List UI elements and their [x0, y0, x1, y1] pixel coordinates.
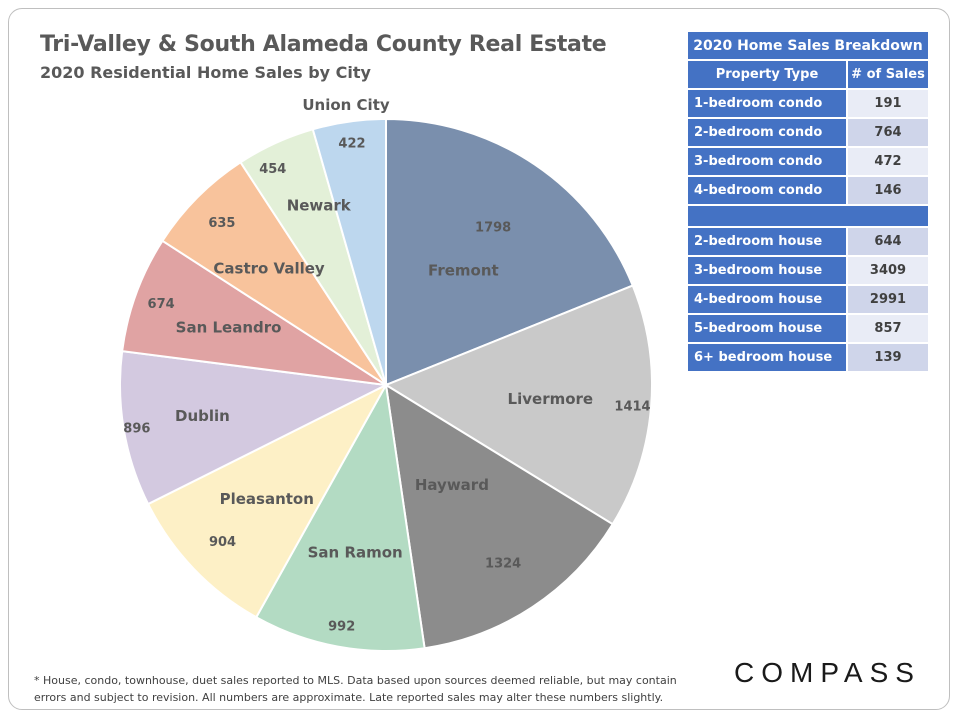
pie-labels: Fremont 1798 Livermore 1414 Hayward 1324 San R… — [123, 96, 650, 635]
sales-count: 472 — [846, 148, 928, 175]
property-type: 4-bedroom condo — [688, 177, 846, 204]
table-row: 3-bedroom house 3409 — [688, 257, 928, 284]
footnote-line: * House, condo, townhouse, duet sales re… — [34, 674, 677, 687]
slice-value: 635 — [208, 216, 235, 231]
table-row: 5-bedroom house 857 — [688, 315, 928, 342]
pie-slice-dublin — [119, 350, 390, 506]
pie-slices — [119, 117, 653, 652]
slice-value: 904 — [209, 535, 236, 550]
property-type: 3-bedroom house — [688, 257, 846, 284]
pie-slice-san-leandro — [121, 239, 387, 386]
pie-slice-pleasanton — [146, 382, 389, 619]
pie-slice-livermore — [383, 284, 653, 526]
pie-slice-hayward — [384, 383, 615, 650]
footnote: * House, condo, townhouse, duet sales re… — [34, 672, 714, 706]
table-row: 6+ bedroom house 139 — [688, 344, 928, 371]
property-type: 6+ bedroom house — [688, 344, 846, 371]
table-row: 2-bedroom house 644 — [688, 228, 928, 255]
breakdown-title: 2020 Home Sales Breakdown — [688, 32, 928, 59]
footnote-line: errors and subject to revision. All numb… — [34, 691, 664, 704]
property-type: 5-bedroom house — [688, 315, 846, 342]
sales-count: 139 — [846, 344, 928, 371]
slice-value: 896 — [123, 421, 150, 436]
property-type: 4-bedroom house — [688, 286, 846, 313]
sales-count: 191 — [846, 90, 928, 117]
sales-count: 3409 — [846, 257, 928, 284]
slice-label: Newark — [287, 197, 352, 215]
slice-value: 422 — [338, 137, 365, 152]
slice-value: 1324 — [485, 557, 521, 572]
pie-slice-fremont — [385, 117, 635, 387]
sales-count: 2991 — [846, 286, 928, 313]
sales-count: 146 — [846, 177, 928, 204]
pie-slice-san-ramon — [254, 381, 426, 652]
table-separator — [688, 206, 928, 226]
table-row: 4-bedroom condo 146 — [688, 177, 928, 204]
slice-value: 1414 — [614, 400, 650, 415]
pie-slice-union-city — [311, 117, 387, 386]
slice-label: Castro Valley — [213, 260, 325, 278]
slice-value: 674 — [148, 297, 175, 312]
column-header-sales: # of Sales — [846, 61, 928, 88]
property-type: 1-bedroom condo — [688, 90, 846, 117]
property-type: 3-bedroom condo — [688, 148, 846, 175]
property-type: 2-bedroom house — [688, 228, 846, 255]
slice-label: San Ramon — [308, 543, 403, 561]
slice-value: 454 — [259, 162, 286, 177]
sales-breakdown-table: 2020 Home Sales Breakdown Property Type … — [688, 30, 928, 373]
table-row: 4-bedroom house 2991 — [688, 286, 928, 313]
sales-count: 644 — [846, 228, 928, 255]
slice-label: Fremont — [428, 261, 499, 279]
pie-slice-castro-valley — [161, 160, 387, 386]
table-row: 3-bedroom condo 472 — [688, 148, 928, 175]
slice-value: 1798 — [475, 220, 511, 235]
table-row: 1-bedroom condo 191 — [688, 90, 928, 117]
slice-label: Hayward — [415, 476, 489, 494]
compass-logo: COMPASS — [734, 657, 921, 688]
sales-count: 857 — [846, 315, 928, 342]
slice-value: 992 — [328, 620, 355, 635]
slice-label: Dublin — [175, 407, 230, 425]
table-row: 2-bedroom condo 764 — [688, 119, 928, 146]
column-header-property-type: Property Type — [688, 61, 846, 88]
chart-title: Tri-Valley & South Alameda County Real E… — [40, 32, 607, 57]
slice-label: Union City — [302, 96, 390, 114]
chart-subtitle: 2020 Residential Home Sales by City — [40, 63, 371, 82]
property-type: 2-bedroom condo — [688, 119, 846, 146]
sales-count: 764 — [846, 119, 928, 146]
slice-label: Pleasanton — [220, 490, 314, 508]
slice-label: Livermore — [508, 390, 594, 408]
slice-label: San Leandro — [176, 319, 282, 337]
